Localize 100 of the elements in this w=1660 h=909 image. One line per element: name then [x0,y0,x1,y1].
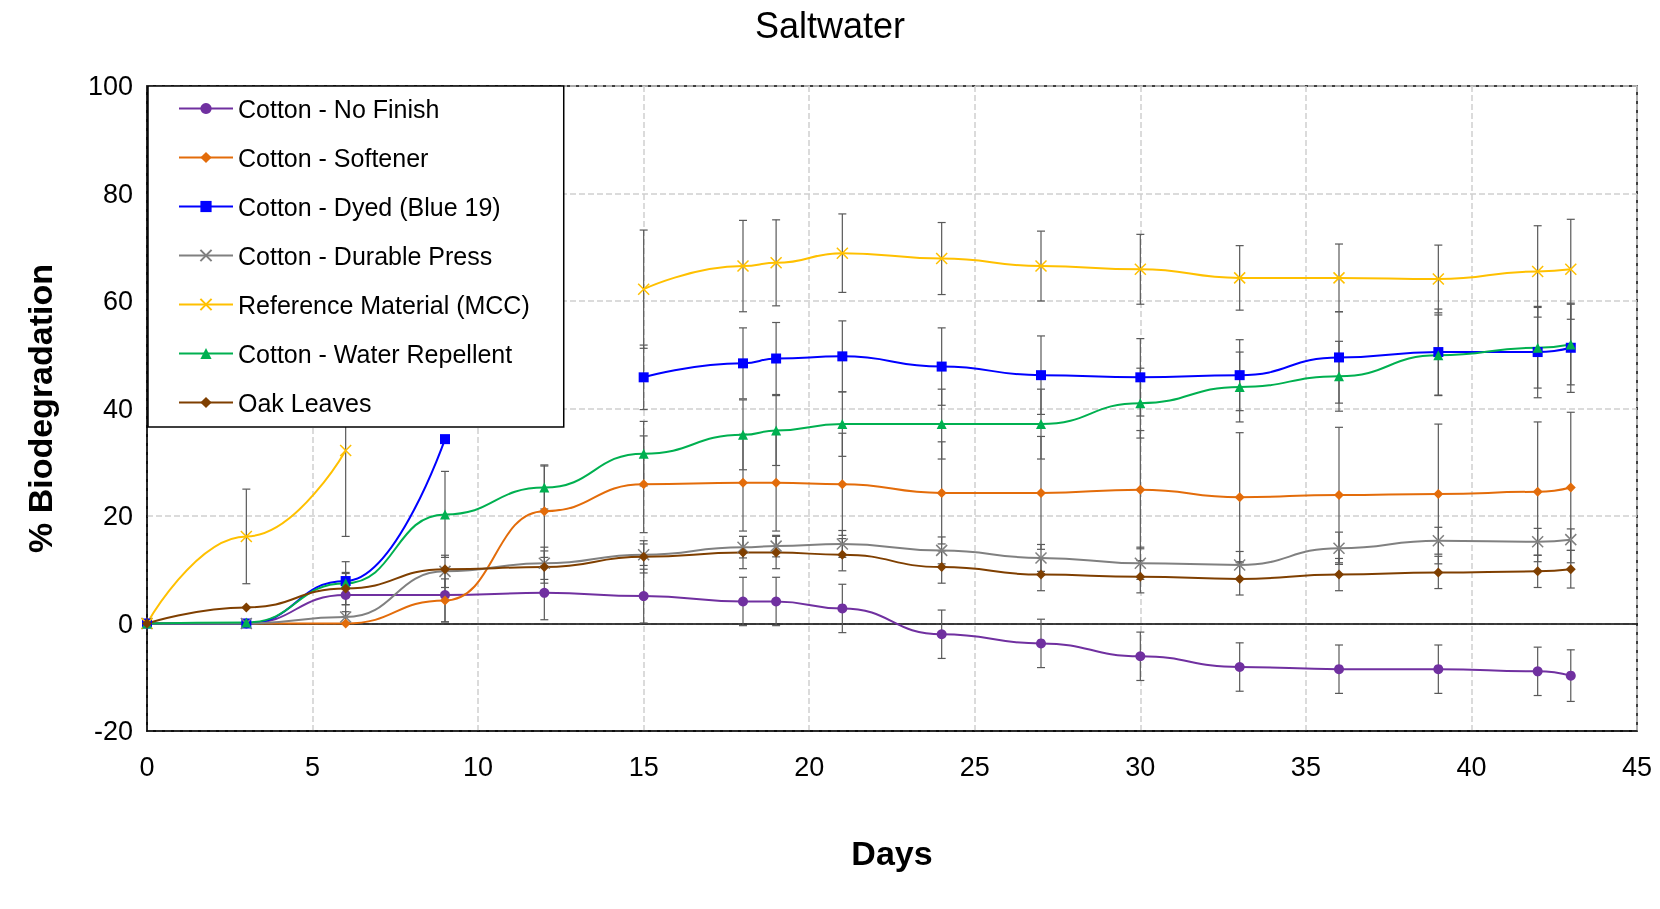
legend-label: Cotton - No Finish [238,94,440,123]
y-tick-label: 60 [102,286,133,316]
point [837,419,848,430]
x-tick-label: 40 [1456,751,1487,782]
x-tick-label: 0 [139,751,155,782]
point [1432,272,1445,286]
point [769,256,783,270]
x-tick-label: 35 [1290,751,1321,782]
point [1565,670,1576,681]
point [771,547,782,558]
point [1532,566,1543,577]
point [1234,492,1245,503]
point [1564,263,1578,276]
point [638,372,649,383]
point [539,587,550,598]
point [1234,382,1245,392]
point [340,618,351,629]
point [339,444,352,457]
point [1564,533,1578,546]
point [837,479,848,490]
point [771,353,782,364]
point [936,487,947,498]
point [1334,490,1344,501]
point [1036,638,1046,649]
point [340,583,351,594]
x-tick-label: 20 [794,751,825,782]
point [935,544,948,557]
legend-label: Oak Leaves [238,388,372,417]
x-axis-title: Days [851,834,933,872]
y-tick-label: -20 [93,716,133,746]
point [837,549,848,560]
point [836,246,849,260]
point [1135,398,1146,409]
point [1334,371,1344,382]
point [1036,370,1046,381]
point [1334,664,1344,675]
point [1034,551,1048,565]
point [241,602,252,613]
point [1332,542,1346,555]
point [1565,482,1576,493]
point [1233,558,1246,572]
point [936,419,947,430]
y-tick-label: 100 [87,71,133,101]
point [440,509,450,520]
point [1036,487,1046,498]
point [1135,651,1146,662]
point [936,562,947,573]
point [1532,342,1543,353]
point [1234,370,1245,381]
point [936,629,947,640]
point [738,547,748,558]
point [1034,259,1048,273]
point [1334,352,1344,363]
point [771,477,782,488]
point [1532,666,1543,677]
x-tick-label: 30 [1125,751,1156,782]
x-tick-label: 25 [959,751,990,782]
x-tick-label: 15 [628,751,659,782]
point [771,425,782,436]
legend-label: Reference Material (MCC) [238,290,530,319]
point [638,591,649,602]
chart-title: Saltwater [754,4,906,46]
point [736,540,750,554]
point [1134,263,1147,276]
point [1234,662,1245,673]
point [1135,372,1146,383]
legend-label: Cotton - Water Repellent [238,339,513,368]
point [935,252,948,265]
point [638,448,649,459]
point [1433,567,1444,578]
point [1531,535,1544,549]
y-tick-label: 80 [102,178,133,209]
point [738,477,748,488]
legend-label: Cotton - Durable Press [238,241,493,270]
point [1334,569,1344,580]
point [736,259,750,273]
legend-label: Cotton - Softener [238,143,429,172]
x-tick-label: 10 [463,751,494,782]
point [738,358,748,369]
point [1234,573,1245,584]
y-tick-label: 40 [102,393,133,424]
y-tick-label: 0 [117,608,133,639]
x-tick-label: 45 [1621,751,1653,782]
point [1565,564,1576,575]
point [1433,664,1444,675]
point [440,595,450,606]
point [1433,488,1444,499]
point [539,506,550,517]
point [638,479,649,490]
point [771,596,782,607]
point [836,537,849,551]
point [539,562,550,573]
x-tick-label: 5 [305,751,321,782]
point [538,557,551,570]
point [936,361,947,372]
point [738,596,748,607]
point [1036,569,1046,580]
point [1135,484,1146,495]
point [539,482,550,493]
y-tick-label: 20 [102,501,133,531]
